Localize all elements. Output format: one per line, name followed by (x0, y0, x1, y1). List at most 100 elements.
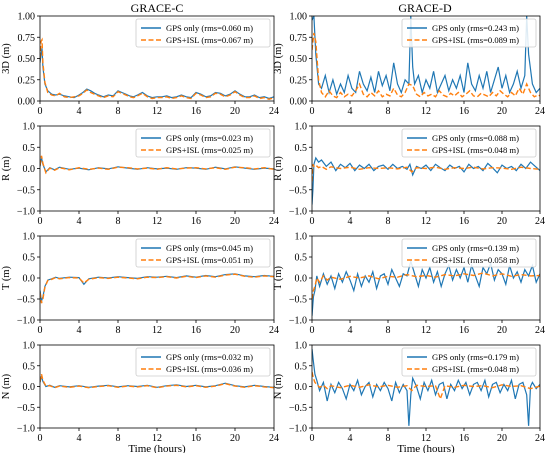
y-tick-label: 1.0 (295, 341, 308, 352)
x-tick-label: 4 (348, 216, 353, 227)
x-tick-label: 8 (116, 106, 121, 117)
x-tick-label: 24 (535, 433, 545, 444)
x-tick-label: 12 (421, 216, 431, 227)
x-tick-label: 24 (269, 433, 279, 444)
series-line-gps-isl (312, 272, 540, 300)
y-tick-label: 0.0 (295, 164, 308, 175)
y-tick-label: 0.0 (23, 382, 36, 393)
legend-label: GPS+ISL (rms=0.067 m) (166, 35, 253, 45)
x-tick-label: 24 (269, 106, 279, 117)
legend-label: GPS only (rms=0.243 m) (432, 23, 519, 33)
series-line-gps-isl (40, 373, 274, 389)
y-tick-label: −1.0 (289, 316, 307, 327)
x-tick-label: 4 (77, 325, 82, 336)
x-tick-label: 24 (535, 325, 545, 336)
y-tick-label: 0.5 (23, 253, 36, 264)
x-tick-label: 8 (116, 216, 121, 227)
y-axis-label: N (m) (273, 373, 284, 399)
y-tick-label: −0.5 (289, 185, 307, 196)
legend-box (401, 347, 537, 377)
y-tick-label: 1.0 (295, 232, 308, 243)
x-tick-label: 8 (116, 325, 121, 336)
legend-box (135, 128, 271, 158)
x-tick-label: 4 (348, 433, 353, 444)
y-tick-label: 0.25 (290, 75, 308, 86)
x-tick-label: 20 (230, 325, 240, 336)
x-tick-label: 8 (386, 325, 391, 336)
x-tick-label: 20 (497, 433, 507, 444)
series-line-gps-only (312, 349, 540, 426)
series-line-gps-isl (312, 371, 540, 401)
y-tick-label: 0.25 (18, 75, 36, 86)
x-tick-label: 12 (152, 433, 162, 444)
x-tick-label: 8 (386, 106, 391, 117)
x-tick-label: 12 (152, 216, 162, 227)
panel-6: 0 4 8 12 16 20 24 −1.0 −0.5 0.0 0.5 1.0 N (m) Time (h… (1, 341, 279, 453)
series-line-gps-only (40, 48, 274, 100)
y-axis-label: 3D (m) (273, 43, 284, 74)
x-tick-label: 0 (38, 433, 43, 444)
legend-label: GPS only (rms=0.032 m) (166, 352, 253, 362)
y-tick-label: −0.5 (289, 295, 307, 306)
series-line-gps-only (312, 16, 540, 97)
y-tick-label: 0.5 (23, 143, 36, 154)
x-tick-label: 20 (497, 106, 507, 117)
x-tick-label: 20 (230, 106, 240, 117)
legend-label: GPS+ISL (rms=0.025 m) (166, 145, 253, 155)
panel-4: 0 4 8 12 16 20 24 −1.0 −0.5 0.0 0.5 1.0 T (m) GPS onl… (1, 232, 279, 337)
y-tick-label: 0.5 (295, 361, 308, 372)
x-tick-label: 20 (497, 216, 507, 227)
y-tick-label: 1.00 (18, 12, 36, 23)
series-line-gps-isl (40, 37, 274, 101)
y-tick-label: −1.0 (289, 424, 307, 435)
legend-label: GPS only (rms=0.045 m) (166, 243, 253, 253)
y-tick-label: 0.00 (290, 97, 308, 108)
x-tick-label: 4 (77, 106, 82, 117)
x-tick-label: 0 (38, 216, 43, 227)
legend-label: GPS+ISL (rms=0.048 m) (432, 145, 519, 155)
y-axis-label: N (m) (1, 373, 12, 399)
x-tick-label: 12 (421, 106, 431, 117)
x-tick-label: 24 (269, 216, 279, 227)
series-line-gps-isl (40, 155, 274, 175)
x-tick-label: 12 (421, 433, 431, 444)
x-tick-label: 20 (230, 433, 240, 444)
y-tick-label: −0.5 (17, 295, 35, 306)
legend-label: GPS+ISL (rms=0.089 m) (432, 35, 519, 45)
y-tick-label: 1.0 (23, 341, 36, 352)
legend-label: GPS only (rms=0.023 m) (166, 133, 253, 143)
x-tick-label: 16 (191, 433, 201, 444)
x-tick-label: 4 (348, 325, 353, 336)
panel-7: 0 4 8 12 16 20 24 −1.0 −0.5 0.0 0.5 1.0 N (m) Time (h… (273, 341, 545, 453)
y-tick-label: 0.0 (295, 274, 308, 285)
column-title-grace-d: GRACE-D (398, 1, 452, 15)
y-tick-label: −1.0 (17, 424, 35, 435)
y-axis-label: T (m) (273, 265, 284, 290)
y-axis-label: T (m) (1, 265, 12, 290)
legend-box (401, 238, 537, 268)
y-tick-label: 1.0 (23, 122, 36, 133)
y-axis-label: 3D (m) (1, 43, 12, 74)
legend-label: GPS+ISL (rms=0.036 m) (166, 364, 253, 374)
panel-5: 0 4 8 12 16 20 24 −1.0 −0.5 0.0 0.5 1.0 T (m) GPS onl… (273, 232, 545, 337)
x-tick-label: 12 (152, 106, 162, 117)
legend-box (401, 18, 537, 48)
y-axis-label: R (m) (1, 156, 12, 181)
legend-box (135, 18, 271, 48)
y-axis-label: R (m) (273, 156, 284, 181)
x-tick-label: 0 (310, 106, 315, 117)
series-line-gps-only (312, 156, 540, 205)
panel-1: 0 4 8 12 16 20 24 0.00 0.25 0.50 0.75 1.00 3D (m) GPS… (273, 12, 545, 118)
x-tick-label: 16 (459, 433, 469, 444)
legend-label: GPS only (rms=0.179 m) (432, 352, 519, 362)
y-tick-label: 1.0 (23, 232, 36, 243)
x-tick-label: 8 (116, 433, 121, 444)
x-tick-label: 0 (310, 325, 315, 336)
y-tick-label: 0.50 (18, 54, 36, 65)
y-tick-label: 0.50 (290, 54, 308, 65)
y-tick-label: 0.75 (290, 33, 308, 44)
column-title-grace-c: GRACE-C (131, 1, 184, 15)
x-tick-label: 24 (535, 216, 545, 227)
legend-label: GPS+ISL (rms=0.048 m) (432, 364, 519, 374)
legend-label: GPS only (rms=0.088 m) (432, 133, 519, 143)
